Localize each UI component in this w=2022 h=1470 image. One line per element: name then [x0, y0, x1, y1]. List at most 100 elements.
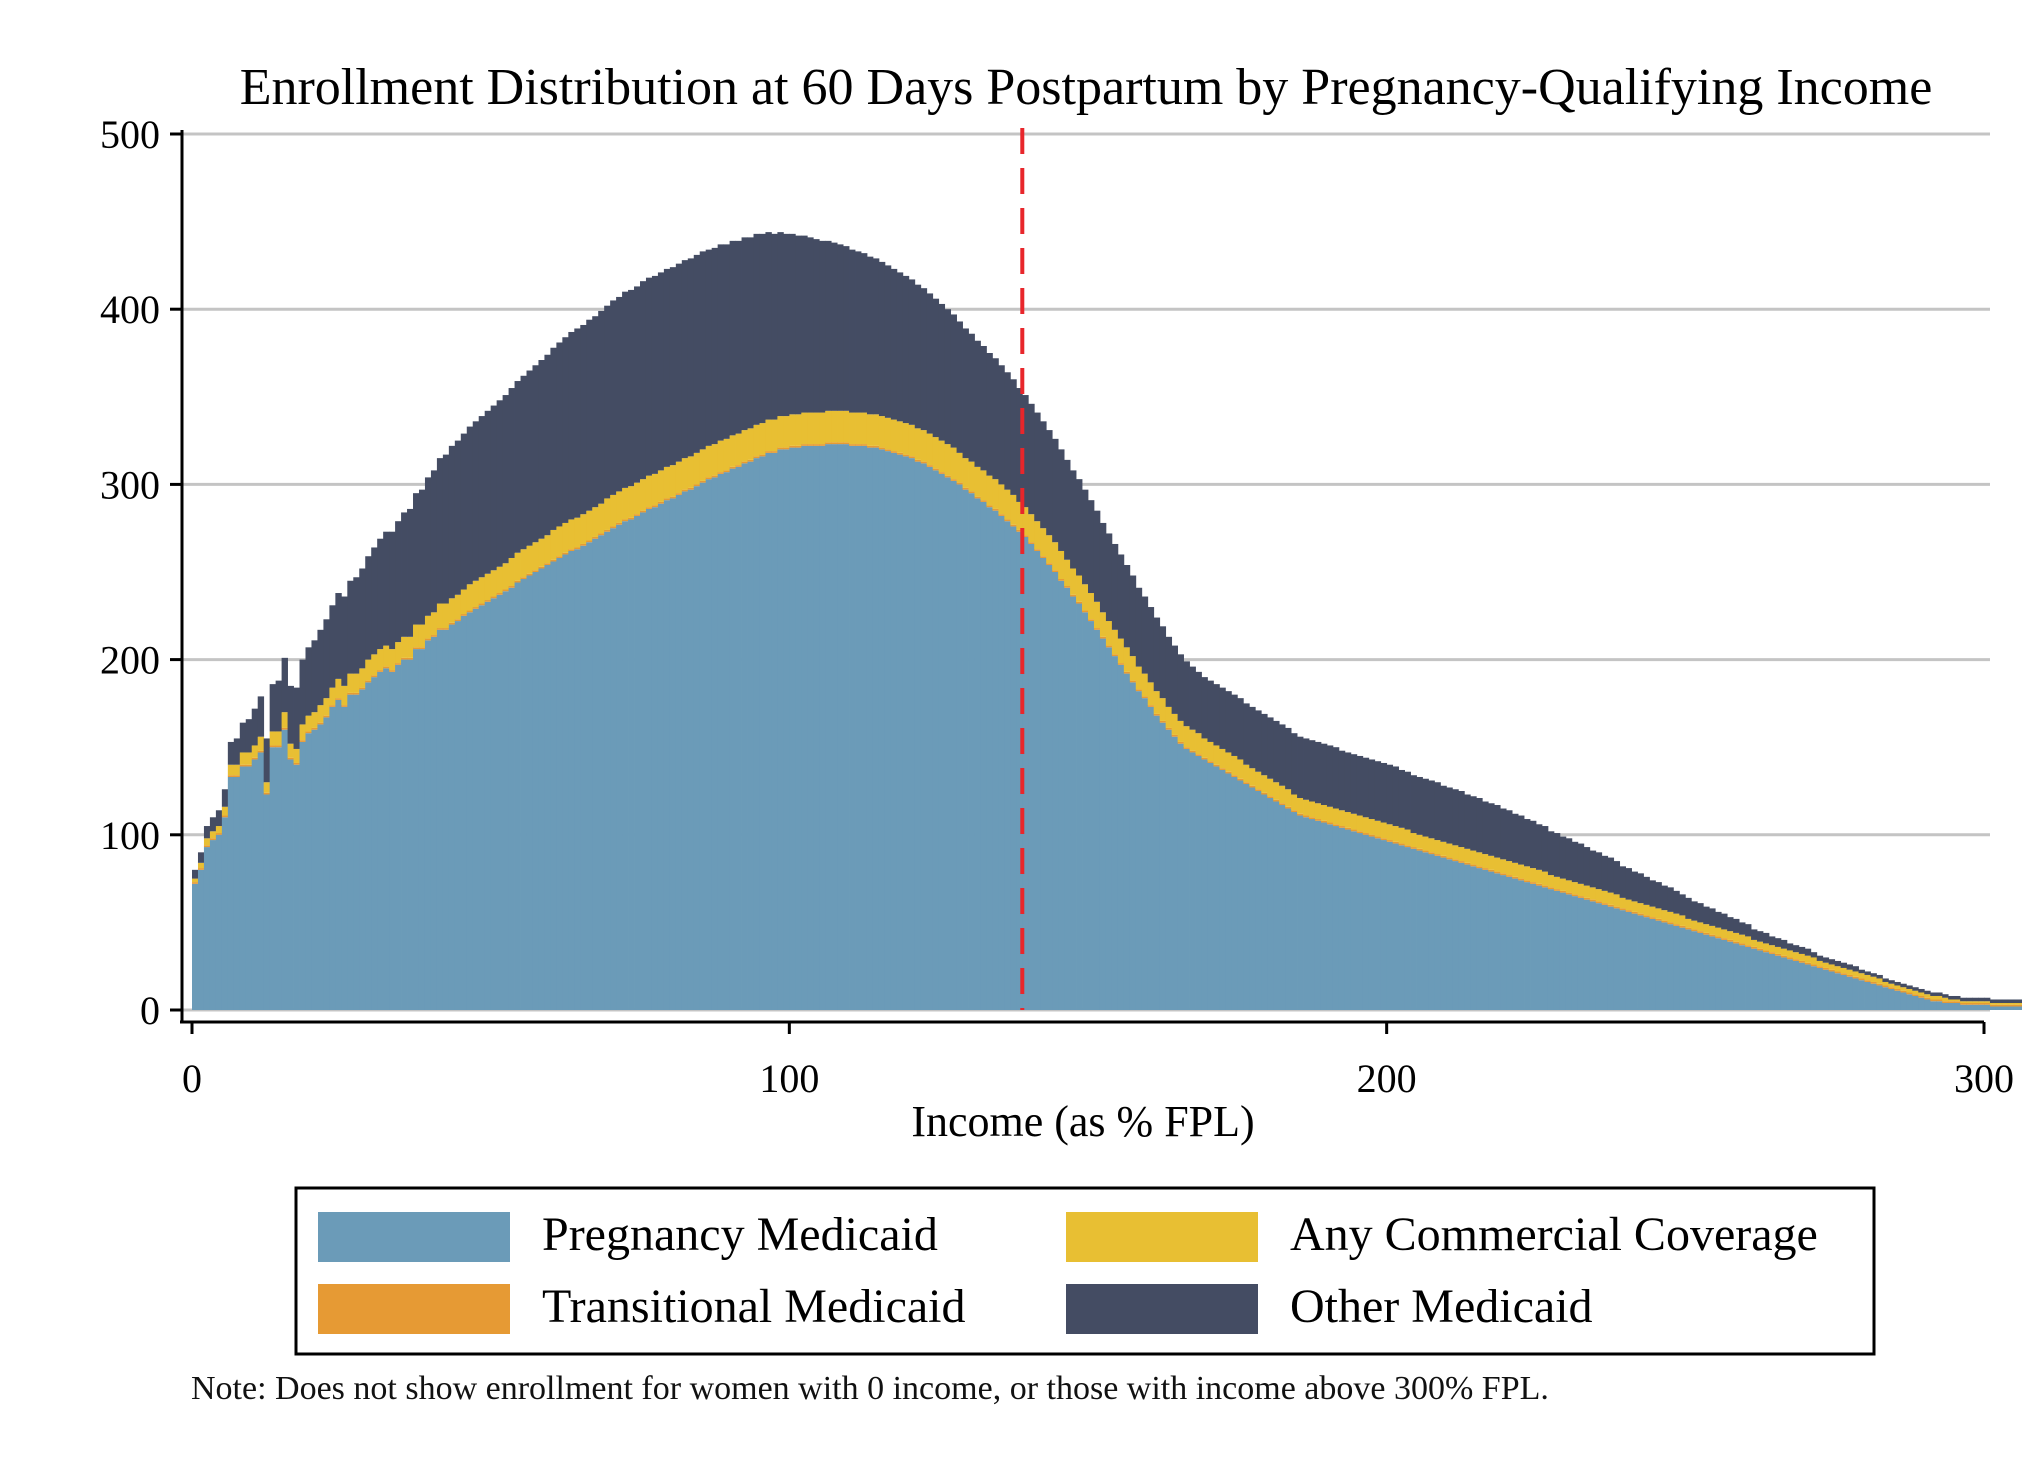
bar-pregnancy-medicaid	[1422, 852, 1429, 1010]
bar-pregnancy-medicaid	[908, 458, 916, 1010]
bar-transitional-medicaid	[1727, 939, 1734, 942]
bar-transitional-medicaid	[1989, 1004, 1997, 1007]
bar-commercial	[819, 412, 826, 445]
bar-transitional-medicaid	[1452, 859, 1459, 862]
bar-commercial	[1613, 894, 1621, 907]
bar-pregnancy-medicaid	[1380, 840, 1388, 1010]
bar-commercial	[705, 445, 713, 478]
bar-transitional-medicaid	[1984, 1002, 1991, 1005]
bar-pregnancy-medicaid	[777, 449, 784, 1010]
bar-pregnancy-medicaid	[1129, 682, 1137, 1010]
bar-pregnancy-medicaid	[1530, 883, 1537, 1010]
bar-other-medicaid	[490, 405, 498, 571]
bar-commercial	[855, 412, 862, 445]
bar-transitional-medicaid	[1936, 999, 1943, 1002]
bar-commercial	[1392, 826, 1400, 842]
bar-pregnancy-medicaid	[1673, 925, 1680, 1010]
bar-pregnancy-medicaid	[1320, 822, 1328, 1010]
bar-pregnancy-medicaid	[1774, 955, 1782, 1010]
bar-other-medicaid	[442, 454, 450, 604]
bar-commercial	[1058, 550, 1065, 580]
bar-pregnancy-medicaid	[1733, 943, 1740, 1010]
bar-other-medicaid	[813, 239, 820, 413]
bar-commercial	[1924, 994, 1931, 998]
bar-other-medicaid	[1237, 698, 1244, 760]
bar-other-medicaid	[1655, 882, 1662, 909]
bar-transitional-medicaid	[1040, 556, 1047, 558]
bar-transitional-medicaid	[1655, 918, 1662, 921]
bar-other-medicaid	[1297, 736, 1304, 799]
bar-commercial	[837, 410, 844, 443]
bar-other-medicaid	[628, 289, 635, 487]
bar-pregnancy-medicaid	[305, 733, 312, 1010]
bar-commercial	[1709, 925, 1716, 935]
bar-pregnancy-medicaid	[586, 542, 593, 1010]
bar-pregnancy-medicaid	[1416, 850, 1423, 1010]
bar-pregnancy-medicaid	[1828, 971, 1836, 1010]
bar-transitional-medicaid	[281, 727, 288, 730]
bar-other-medicaid	[1918, 988, 1925, 993]
bar-pregnancy-medicaid	[711, 477, 719, 1011]
bar-other-medicaid	[556, 342, 563, 527]
bar-pregnancy-medicaid	[1547, 889, 1555, 1010]
bar-commercial	[1822, 962, 1830, 968]
bar-transitional-medicaid	[478, 603, 486, 606]
bar-pregnancy-medicaid	[1225, 773, 1232, 1010]
bar-pregnancy-medicaid	[454, 621, 462, 1010]
bar-transitional-medicaid	[616, 522, 623, 525]
bar-transitional-medicaid	[233, 775, 241, 777]
bar-commercial	[514, 552, 521, 581]
bar-other-medicaid	[825, 240, 832, 411]
bar-other-medicaid	[1888, 980, 1895, 984]
bar-pregnancy-medicaid	[1751, 948, 1758, 1010]
bar-other-medicaid	[418, 489, 426, 625]
bar-commercial	[1804, 955, 1812, 963]
bar-transitional-medicaid	[1237, 778, 1244, 781]
bar-other-medicaid	[592, 316, 599, 508]
bar-pregnancy-medicaid	[1410, 848, 1417, 1010]
bar-commercial	[293, 748, 300, 763]
bar-transitional-medicaid	[538, 566, 545, 569]
bar-transitional-medicaid	[1010, 524, 1017, 527]
bar-commercial	[299, 724, 306, 741]
bar-commercial	[1667, 911, 1674, 923]
bar-pregnancy-medicaid	[920, 463, 928, 1011]
bar-other-medicaid	[460, 433, 468, 590]
bar-transitional-medicaid	[1571, 894, 1579, 897]
bar-transitional-medicaid	[263, 792, 271, 795]
bar-other-medicaid	[1028, 403, 1035, 515]
bar-other-medicaid	[1040, 421, 1047, 529]
bar-transitional-medicaid	[1703, 932, 1710, 935]
bar-pregnancy-medicaid	[269, 747, 277, 1010]
bar-other-medicaid	[1494, 805, 1501, 858]
bar-transitional-medicaid	[866, 445, 874, 448]
bar-other-medicaid	[795, 235, 802, 415]
bar-transitional-medicaid	[317, 722, 324, 725]
bar-commercial	[1846, 969, 1853, 975]
bar-commercial	[1386, 824, 1394, 841]
bar-commercial	[1595, 889, 1603, 902]
bar-pregnancy-medicaid	[1804, 964, 1812, 1010]
bar-other-medicaid	[1470, 796, 1477, 851]
bar-commercial	[699, 449, 707, 481]
bar-pregnancy-medicaid	[663, 500, 671, 1010]
bar-other-medicaid	[645, 277, 653, 476]
bar-pregnancy-medicaid	[1984, 1004, 1991, 1010]
bar-pregnancy-medicaid	[1046, 564, 1053, 1010]
bar-other-medicaid	[1942, 994, 1949, 998]
bar-other-medicaid	[837, 244, 844, 411]
bar-other-medicaid	[526, 370, 533, 546]
bar-transitional-medicaid	[1852, 976, 1859, 979]
bar-other-medicaid	[1757, 931, 1764, 942]
bar-other-medicaid	[890, 268, 898, 420]
bar-other-medicaid	[1243, 703, 1250, 765]
bar-commercial	[1141, 673, 1149, 697]
bar-commercial	[1285, 789, 1292, 807]
bar-pregnancy-medicaid	[436, 629, 444, 1010]
bar-other-medicaid	[269, 684, 277, 732]
bar-commercial	[490, 570, 498, 597]
bar-commercial	[1512, 862, 1519, 877]
bar-other-medicaid	[717, 244, 725, 441]
bar-commercial	[831, 410, 838, 443]
